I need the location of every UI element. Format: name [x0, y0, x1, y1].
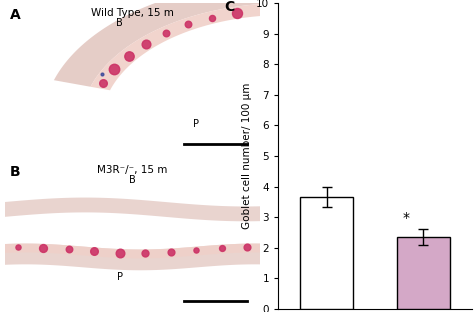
- PathPatch shape: [5, 244, 260, 270]
- Text: A: A: [10, 7, 20, 22]
- Text: C: C: [224, 0, 234, 14]
- Bar: [300, 197, 353, 309]
- Text: Wild Type, 15 m: Wild Type, 15 m: [91, 7, 174, 17]
- Bar: [397, 237, 450, 309]
- Text: B: B: [10, 165, 20, 179]
- Text: B: B: [116, 18, 123, 28]
- PathPatch shape: [91, 3, 406, 90]
- PathPatch shape: [54, 0, 428, 87]
- Y-axis label: Goblet cell number/ 100 μm: Goblet cell number/ 100 μm: [242, 83, 252, 229]
- PathPatch shape: [5, 197, 260, 221]
- PathPatch shape: [5, 244, 260, 258]
- Text: *: *: [402, 211, 410, 225]
- Text: P: P: [193, 119, 199, 129]
- Text: M3R⁻/⁻, 15 m: M3R⁻/⁻, 15 m: [97, 165, 168, 175]
- Text: B: B: [129, 175, 136, 185]
- Text: P: P: [117, 272, 123, 282]
